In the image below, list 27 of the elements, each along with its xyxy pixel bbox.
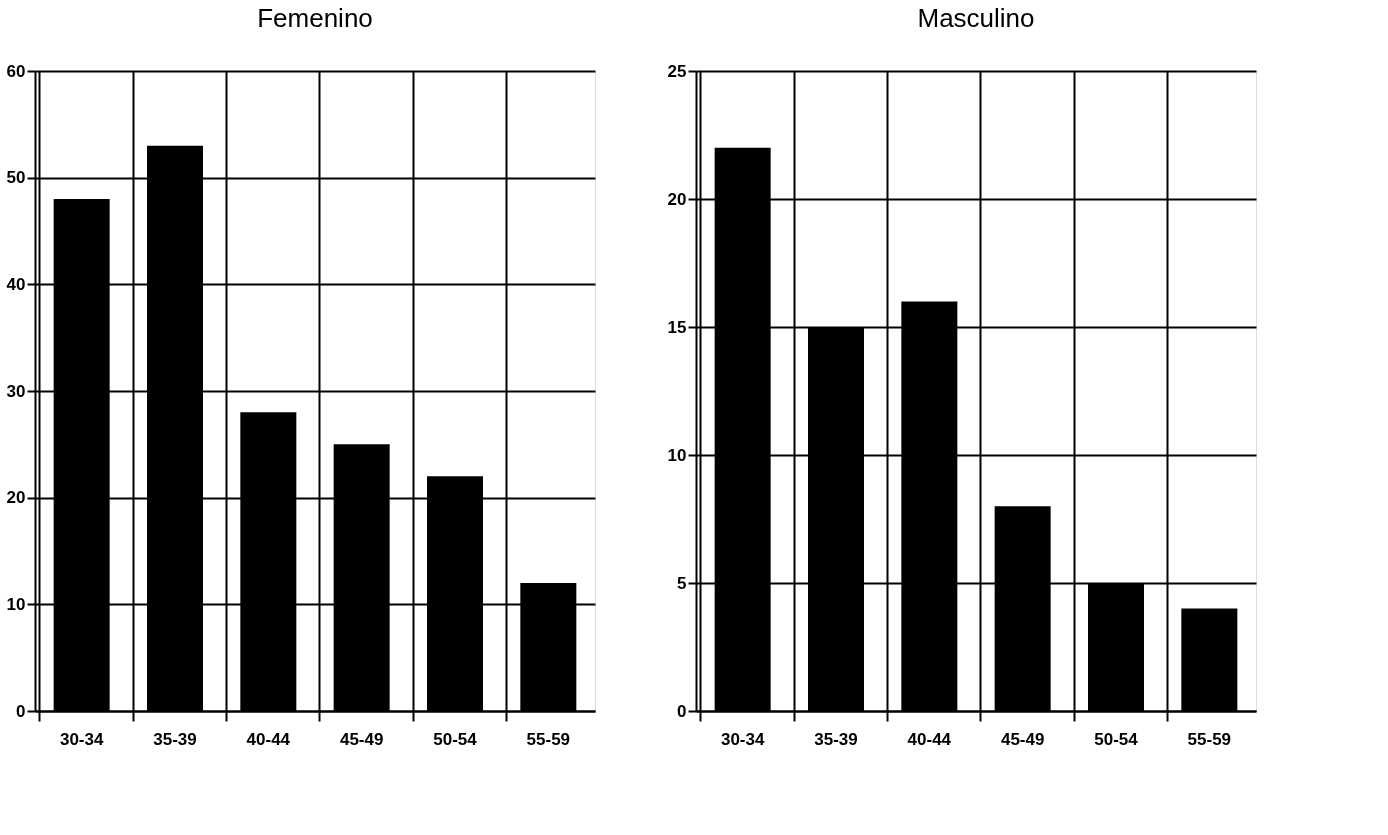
x-tick-label: 35-39 [153,729,197,749]
y-tick-label: 25 [667,61,687,81]
y-tick-label: 20 [667,189,687,209]
x-tick-label: 40-44 [246,729,291,749]
y-tick-label: 10 [6,594,26,614]
x-tick-label: 55-59 [1187,729,1232,749]
y-tick-label: 20 [6,488,26,508]
x-tick-label: 45-49 [1000,729,1045,749]
x-tick-label: 45-49 [339,729,384,749]
x-tick-label: 40-44 [907,729,952,749]
y-tick-label: 5 [677,573,687,593]
y-tick-label: 60 [6,61,26,81]
y-tick-label: 15 [667,317,687,337]
x-tick-label: 35-39 [814,729,858,749]
x-tick-label: 50-54 [433,729,478,749]
x-tick-label: 30-34 [720,729,765,749]
y-tick-label: 50 [6,168,26,188]
y-tick-label: 30 [6,381,26,401]
x-tick-label: 30-34 [59,729,104,749]
x-tick-label: 50-54 [1094,729,1139,749]
chart-title: Masculino [917,3,1035,33]
y-tick-label: 40 [6,274,26,294]
y-tick-label: 10 [667,445,687,465]
chart-title: Femenino [257,3,373,33]
x-tick-label: 55-59 [526,729,571,749]
y-tick-label: 0 [16,701,26,721]
y-tick-label: 0 [677,701,687,721]
